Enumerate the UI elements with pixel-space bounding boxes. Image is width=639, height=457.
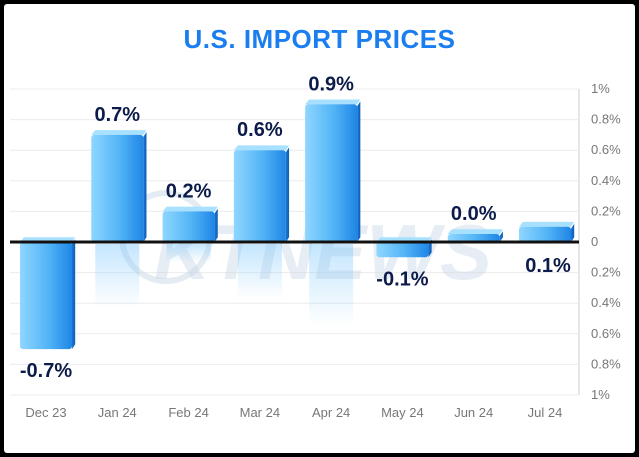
bar-side: [72, 239, 76, 350]
bar-side: [357, 101, 361, 242]
bar: [91, 134, 144, 242]
bar: [376, 242, 429, 258]
chart-frame: U.S. IMPORT PRICES 1% 0.8% 0.6% 0.4% 0.2% 0 0.…: [4, 4, 635, 453]
y-tick-label: 1%: [591, 387, 610, 402]
chart-title: U.S. IMPORT PRICES: [183, 24, 456, 54]
bar-value-label: 0.1%: [525, 255, 571, 277]
x-tick-label: Feb 24: [168, 405, 208, 420]
y-tick-label: 0.6%: [591, 326, 621, 341]
y-tick-label: 0.8%: [591, 356, 621, 371]
x-tick-label: Jan 24: [98, 405, 137, 420]
bar-value-label: 0.0%: [451, 203, 497, 225]
y-tick-label: 0: [591, 234, 598, 249]
y-tick-label: 0.8%: [591, 112, 621, 127]
x-tick-label: Apr 24: [312, 405, 350, 420]
bar-side: [571, 223, 575, 242]
bar-value-label: 0.9%: [308, 73, 354, 95]
x-tick-label: Mar 24: [240, 405, 280, 420]
x-tick-label: Jul 24: [528, 405, 563, 420]
bar-value-label: -0.1%: [376, 268, 428, 290]
bar: [162, 211, 215, 242]
y-tick-label: 0.4%: [591, 173, 621, 188]
bar-value-label: 0.2%: [166, 180, 212, 202]
y-tick-label: 0.2%: [591, 265, 621, 280]
bar-value-label: 0.6%: [237, 119, 283, 141]
bar: [233, 150, 286, 242]
bar-reflection: [166, 244, 211, 263]
bar-reflection: [309, 244, 354, 327]
y-tick-label: 1%: [591, 81, 610, 96]
bar-side: [214, 208, 218, 242]
y-tick-label: 0.2%: [591, 203, 621, 218]
bar-chart: 1%0.8%0.6%0.4%0.2%00.2%0.4%0.6%0.8%1%KTN…: [10, 73, 621, 420]
bar-side: [428, 239, 432, 258]
bar-side: [285, 147, 290, 242]
bar-top: [91, 130, 147, 135]
x-tick-label: Jun 24: [454, 405, 493, 420]
bar-reflection: [237, 244, 282, 300]
bar-value-label: -0.7%: [20, 360, 72, 382]
x-tick-label: Dec 23: [25, 405, 66, 420]
bar-top: [162, 206, 218, 212]
bar-top: [233, 145, 290, 151]
bar-top: [519, 221, 575, 227]
bar: [305, 104, 358, 242]
bar-value-label: 0.7%: [94, 104, 140, 126]
bar-side: [499, 231, 503, 242]
bar-top: [305, 99, 361, 105]
y-tick-label: 0.4%: [591, 295, 621, 310]
bar-reflection: [95, 244, 140, 309]
bar: [519, 226, 571, 242]
bar: [447, 234, 500, 242]
y-tick-label: 0.6%: [591, 142, 621, 157]
x-tick-label: May 24: [381, 405, 424, 420]
bar-top: [447, 229, 503, 234]
bar-side: [143, 132, 147, 242]
bar: [20, 242, 72, 350]
